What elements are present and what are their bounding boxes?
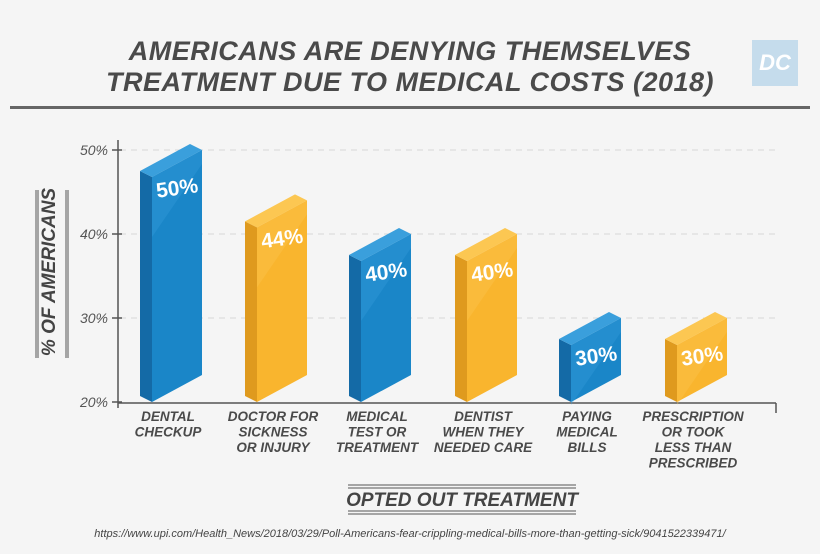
bar: [257, 200, 307, 402]
x-tick-label: NEEDED CARE: [434, 440, 533, 455]
bar-highlight: [571, 318, 621, 405]
bar-top-face: [559, 312, 621, 345]
x-tick-label: LESS THAN: [655, 440, 732, 455]
bar-highlight: [467, 234, 517, 321]
x-tick-label: PRESCRIPTION: [642, 409, 744, 424]
y-tick-label: 20%: [79, 394, 108, 410]
x-tick-label: DENTIST: [454, 409, 514, 424]
y-tick-label: 40%: [80, 226, 108, 242]
bar-top-face: [349, 228, 411, 261]
bar-top-face: [455, 228, 517, 261]
x-tick-label: DOCTOR FOR: [228, 409, 319, 424]
x-tick-label: MEDICAL: [346, 409, 408, 424]
x-tick-label: DENTAL: [141, 409, 195, 424]
bar-side-face: [140, 171, 152, 402]
bar-top-face: [140, 144, 202, 177]
bar: [467, 234, 517, 402]
bar: [571, 318, 621, 402]
bar-side-face: [559, 339, 571, 402]
bar-side-face: [665, 339, 677, 402]
bar-highlight: [257, 200, 307, 288]
bar-side-face: [349, 255, 361, 402]
x-tick-label: CHECKUP: [135, 425, 203, 440]
bar-top-face: [245, 194, 307, 228]
x-tick-label: TEST OR: [348, 425, 407, 440]
bar: [152, 150, 202, 402]
bar-side-face: [455, 255, 467, 402]
x-axis-label: OPTED OUT TREATMENT: [346, 490, 579, 511]
x-tick-label: BILLS: [568, 440, 607, 455]
x-tick-label: PRESCRIBED: [649, 456, 738, 471]
bar: [361, 234, 411, 402]
y-tick-label: 30%: [80, 310, 108, 326]
y-tick-label: 50%: [80, 142, 108, 158]
x-tick-label: PAYING: [562, 409, 612, 424]
title-line-2: TREATMENT DUE TO MEDICAL COSTS (2018): [105, 67, 715, 97]
x-tick-label: OR TOOK: [662, 425, 726, 440]
y-axis-label: % OF AMERICANS: [39, 188, 60, 357]
bar-highlight: [152, 150, 202, 237]
bar-highlight: [677, 318, 727, 405]
title-divider: [10, 106, 810, 109]
x-tick-label: MEDICAL: [556, 425, 618, 440]
bar-top-face: [665, 312, 727, 345]
bar-side-face: [245, 221, 257, 402]
brand-logo: DC: [752, 40, 798, 86]
title-line-1: AMERICANS ARE DENYING THEMSELVES: [128, 36, 692, 66]
x-tick-label: WHEN THEY: [443, 425, 526, 440]
chart-title: AMERICANS ARE DENYING THEMSELVES TREATME…: [60, 36, 760, 98]
x-tick-label: TREATMENT: [336, 440, 420, 455]
source-url: https://www.upi.com/Health_News/2018/03/…: [94, 528, 726, 540]
x-tick-label: SICKNESS: [238, 425, 307, 440]
bar: [677, 318, 727, 402]
bar-highlight: [361, 234, 411, 321]
x-tick-label: OR INJURY: [236, 440, 311, 455]
